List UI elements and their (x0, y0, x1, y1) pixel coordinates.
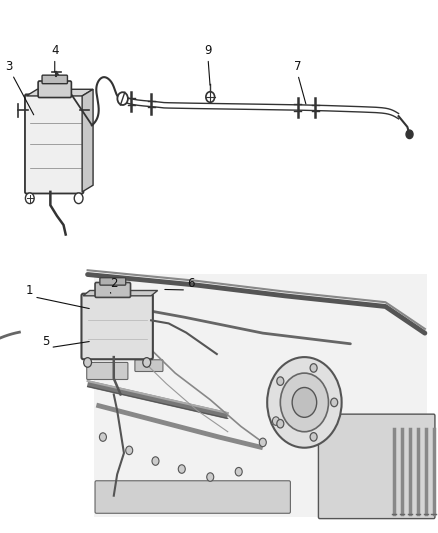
Circle shape (310, 433, 317, 441)
Circle shape (126, 446, 133, 455)
FancyBboxPatch shape (83, 274, 427, 517)
Circle shape (267, 357, 342, 448)
Circle shape (292, 387, 317, 417)
Circle shape (117, 92, 128, 105)
Circle shape (207, 473, 214, 481)
Circle shape (280, 373, 328, 432)
Text: 3: 3 (5, 60, 12, 73)
Bar (0, 264, 438, 533)
FancyBboxPatch shape (81, 294, 153, 359)
FancyBboxPatch shape (25, 94, 83, 193)
Circle shape (406, 130, 413, 139)
Polygon shape (26, 89, 93, 96)
Circle shape (310, 364, 317, 372)
Circle shape (272, 417, 279, 425)
Text: 1: 1 (26, 284, 34, 297)
Polygon shape (82, 89, 93, 192)
Text: 6: 6 (187, 277, 194, 290)
FancyBboxPatch shape (135, 360, 163, 372)
Text: 5: 5 (42, 335, 49, 348)
Circle shape (235, 467, 242, 476)
Circle shape (74, 193, 83, 204)
Text: 7: 7 (294, 60, 302, 73)
FancyBboxPatch shape (100, 278, 126, 285)
Circle shape (178, 465, 185, 473)
FancyBboxPatch shape (318, 414, 435, 519)
Text: 9: 9 (204, 44, 212, 57)
Text: 2: 2 (110, 277, 118, 290)
Circle shape (259, 438, 266, 447)
Circle shape (331, 398, 338, 407)
Circle shape (277, 377, 284, 385)
FancyBboxPatch shape (95, 282, 131, 297)
Circle shape (84, 358, 92, 367)
Bar (33, 269, 94, 522)
Circle shape (25, 193, 34, 204)
Circle shape (152, 457, 159, 465)
FancyBboxPatch shape (38, 81, 71, 98)
FancyBboxPatch shape (42, 75, 67, 84)
Circle shape (143, 358, 151, 367)
Text: 4: 4 (51, 44, 59, 57)
FancyBboxPatch shape (95, 481, 290, 513)
Circle shape (206, 92, 215, 102)
FancyBboxPatch shape (87, 362, 128, 379)
Circle shape (99, 433, 106, 441)
Circle shape (277, 419, 284, 428)
Polygon shape (83, 290, 158, 296)
